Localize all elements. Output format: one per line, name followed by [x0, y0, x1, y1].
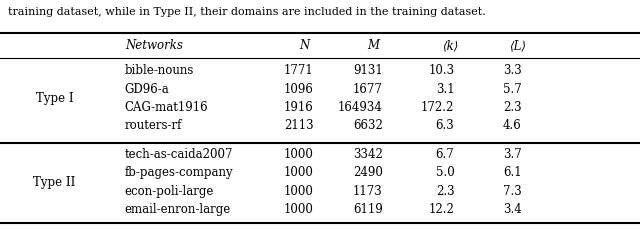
Text: 1000: 1000: [284, 203, 314, 216]
Text: 1000: 1000: [284, 148, 314, 161]
Text: 12.2: 12.2: [429, 203, 454, 216]
Text: routers-rf: routers-rf: [125, 120, 182, 132]
Text: 1173: 1173: [353, 185, 383, 198]
Text: Type II: Type II: [33, 176, 76, 188]
Text: bible-nouns: bible-nouns: [125, 65, 194, 77]
Text: Networks: Networks: [125, 39, 182, 52]
Text: 6632: 6632: [353, 120, 383, 132]
Text: 9131: 9131: [353, 65, 383, 77]
Text: 1916: 1916: [284, 101, 314, 114]
Text: 3.1: 3.1: [436, 83, 454, 96]
Text: 1000: 1000: [284, 185, 314, 198]
Text: 7.3: 7.3: [503, 185, 522, 198]
Text: 2490: 2490: [353, 166, 383, 179]
Text: 1096: 1096: [284, 83, 314, 96]
Text: 2113: 2113: [284, 120, 314, 132]
Text: CAG-mat1916: CAG-mat1916: [125, 101, 209, 114]
Text: 3.3: 3.3: [503, 65, 522, 77]
Text: GD96-a: GD96-a: [125, 83, 170, 96]
Text: Type I: Type I: [36, 92, 73, 105]
Text: 2.3: 2.3: [436, 185, 454, 198]
Text: training dataset, while in Type II, their domains are included in the training d: training dataset, while in Type II, thei…: [8, 7, 485, 17]
Text: tech-as-caida2007: tech-as-caida2007: [125, 148, 234, 161]
Text: 6.3: 6.3: [436, 120, 454, 132]
Text: 2.3: 2.3: [503, 101, 522, 114]
Text: 172.2: 172.2: [421, 101, 454, 114]
Text: fb-pages-company: fb-pages-company: [125, 166, 234, 179]
Text: M: M: [367, 39, 379, 52]
Text: 4.6: 4.6: [503, 120, 522, 132]
Text: 3342: 3342: [353, 148, 383, 161]
Text: ⟨k⟩: ⟨k⟩: [443, 39, 460, 52]
Text: 5.7: 5.7: [503, 83, 522, 96]
Text: N: N: [299, 39, 309, 52]
Text: 6.7: 6.7: [436, 148, 454, 161]
Text: 6119: 6119: [353, 203, 383, 216]
Text: email-enron-large: email-enron-large: [125, 203, 231, 216]
Text: 1000: 1000: [284, 166, 314, 179]
Text: 10.3: 10.3: [428, 65, 454, 77]
Text: 3.7: 3.7: [503, 148, 522, 161]
Text: ⟨L⟩: ⟨L⟩: [510, 39, 527, 52]
Text: 164934: 164934: [338, 101, 383, 114]
Text: 1677: 1677: [353, 83, 383, 96]
Text: 3.4: 3.4: [503, 203, 522, 216]
Text: 1771: 1771: [284, 65, 314, 77]
Text: 5.0: 5.0: [436, 166, 454, 179]
Text: 6.1: 6.1: [503, 166, 522, 179]
Text: econ-poli-large: econ-poli-large: [125, 185, 214, 198]
